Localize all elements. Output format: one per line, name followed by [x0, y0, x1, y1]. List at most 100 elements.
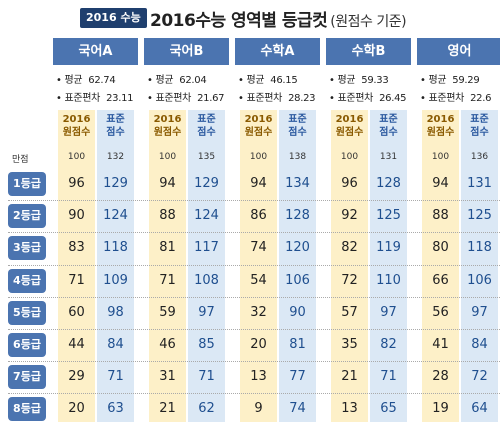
std-score-cell: 106 — [467, 272, 492, 288]
sd-value: 28.23 — [288, 93, 316, 104]
title-row: 2016 수능 2016수능 영역별 등급컷 (원점수 기준) — [0, 6, 500, 31]
raw-score-cell: 13 — [341, 401, 358, 417]
max-score-label: 만점 — [12, 155, 29, 165]
raw-score-cell: 96 — [68, 176, 85, 191]
std-header-line2: 점수 — [379, 127, 398, 138]
std-score-column — [279, 110, 316, 422]
raw-score-cell: 56 — [432, 304, 449, 320]
mean-label: 평균 — [64, 75, 83, 86]
std-score-cell: 97 — [198, 304, 215, 320]
raw-score-cell: 72 — [341, 272, 358, 288]
raw-score-cell: 94 — [432, 176, 449, 191]
raw-score-cell: 71 — [159, 272, 176, 288]
sd-value: 22.6 — [470, 93, 492, 104]
std-score-cell: 82 — [380, 337, 397, 352]
mean-value: 59.33 — [361, 75, 389, 86]
grade-label: 2등급 — [8, 204, 46, 229]
raw-score-cell: 20 — [250, 337, 267, 352]
raw-score-cell: 60 — [68, 304, 85, 320]
std-score-cell: 118 — [103, 240, 128, 256]
row-divider — [8, 232, 500, 234]
mean-label: 평균 — [155, 75, 174, 86]
subject-mean: • 평균 62.04 — [147, 75, 207, 86]
page-title: 2016수능 영역별 등급컷 (원점수 기준) — [150, 6, 407, 31]
std-score-cell: 81 — [289, 337, 306, 352]
subject-header: 국어B — [144, 38, 229, 65]
sd-label: 표준편차 — [64, 93, 101, 104]
mean-value: 46.15 — [270, 75, 298, 86]
raw-score-cell: 44 — [68, 337, 85, 352]
row-divider — [8, 329, 500, 330]
std-score-cell: 72 — [471, 369, 488, 385]
row-divider — [8, 200, 500, 202]
std-score-cell: 74 — [289, 401, 306, 417]
subject-sd: • 표준편차 22.6 — [420, 93, 492, 104]
raw-score-cell: 59 — [159, 304, 176, 320]
raw-score-cell: 74 — [250, 240, 267, 256]
mean-value: 59.29 — [452, 75, 480, 86]
std-column-header: 표준 점수 — [370, 113, 407, 139]
raw-column-header: 2016 원점수 — [331, 113, 368, 139]
std-score-column — [370, 110, 407, 422]
std-score-cell: 71 — [107, 369, 124, 385]
std-score-cell: 119 — [376, 240, 401, 256]
std-score-cell: 124 — [103, 208, 128, 224]
max-std-score: 135 — [197, 152, 216, 162]
raw-score-column — [331, 110, 368, 422]
raw-score-cell: 96 — [341, 176, 358, 191]
title-text: 2016수능 영역별 등급컷 — [150, 11, 328, 31]
std-score-cell: 128 — [285, 208, 310, 224]
std-score-cell: 71 — [380, 369, 397, 385]
std-score-cell: 84 — [107, 337, 124, 352]
std-score-cell: 109 — [103, 272, 128, 288]
year-badge: 2016 수능 — [80, 8, 147, 28]
std-score-cell: 77 — [289, 369, 306, 385]
raw-score-cell: 88 — [159, 208, 176, 224]
max-std-score: 136 — [470, 152, 489, 162]
std-score-cell: 120 — [285, 240, 310, 256]
std-score-cell: 64 — [471, 401, 488, 417]
grade-label: 3등급 — [8, 236, 46, 261]
raw-column-header: 2016 원점수 — [58, 113, 95, 139]
row-divider — [8, 264, 500, 266]
raw-score-cell: 54 — [250, 272, 267, 288]
raw-score-column — [422, 110, 459, 422]
raw-score-cell: 21 — [341, 369, 358, 385]
std-score-cell: 63 — [107, 401, 124, 417]
std-column-header: 표준 점수 — [188, 113, 225, 139]
subject-mean: • 평균 59.33 — [329, 75, 389, 86]
mean-value: 62.04 — [179, 75, 207, 86]
raw-score-cell: 94 — [250, 176, 267, 191]
raw-score-cell: 83 — [68, 240, 85, 256]
subject-sd: • 표준편차 28.23 — [238, 93, 316, 104]
subject-header: 영어 — [417, 38, 500, 65]
std-score-cell: 125 — [467, 208, 492, 224]
raw-score-column — [149, 110, 186, 422]
raw-score-cell: 86 — [250, 208, 267, 224]
std-score-cell: 118 — [467, 240, 492, 256]
raw-score-cell: 88 — [432, 208, 449, 224]
sd-label: 표준편차 — [246, 93, 283, 104]
row-divider — [8, 296, 500, 298]
std-score-column — [461, 110, 498, 422]
raw-score-cell: 21 — [159, 401, 176, 417]
std-score-cell: 125 — [376, 208, 401, 224]
raw-score-cell: 35 — [341, 337, 358, 352]
raw-score-cell: 41 — [432, 337, 449, 352]
std-score-cell: 62 — [198, 401, 215, 417]
raw-score-cell: 28 — [432, 369, 449, 385]
sd-value: 23.11 — [106, 93, 134, 104]
raw-score-cell: 66 — [432, 272, 449, 288]
grade-label: 6등급 — [8, 333, 46, 357]
subject-mean: • 평균 59.29 — [420, 75, 480, 86]
std-score-cell: 131 — [467, 176, 492, 191]
raw-score-cell: 71 — [68, 272, 85, 288]
subject-header: 국어A — [53, 38, 138, 65]
raw-score-cell: 31 — [159, 369, 176, 385]
raw-column-header: 2016 원점수 — [422, 113, 459, 139]
max-raw-score: 100 — [431, 152, 450, 162]
std-score-cell: 117 — [194, 240, 219, 256]
raw-header-text: 원점수 — [244, 127, 273, 138]
title-subtitle: (원점수 기준) — [330, 14, 407, 30]
mean-label: 평균 — [337, 75, 356, 86]
